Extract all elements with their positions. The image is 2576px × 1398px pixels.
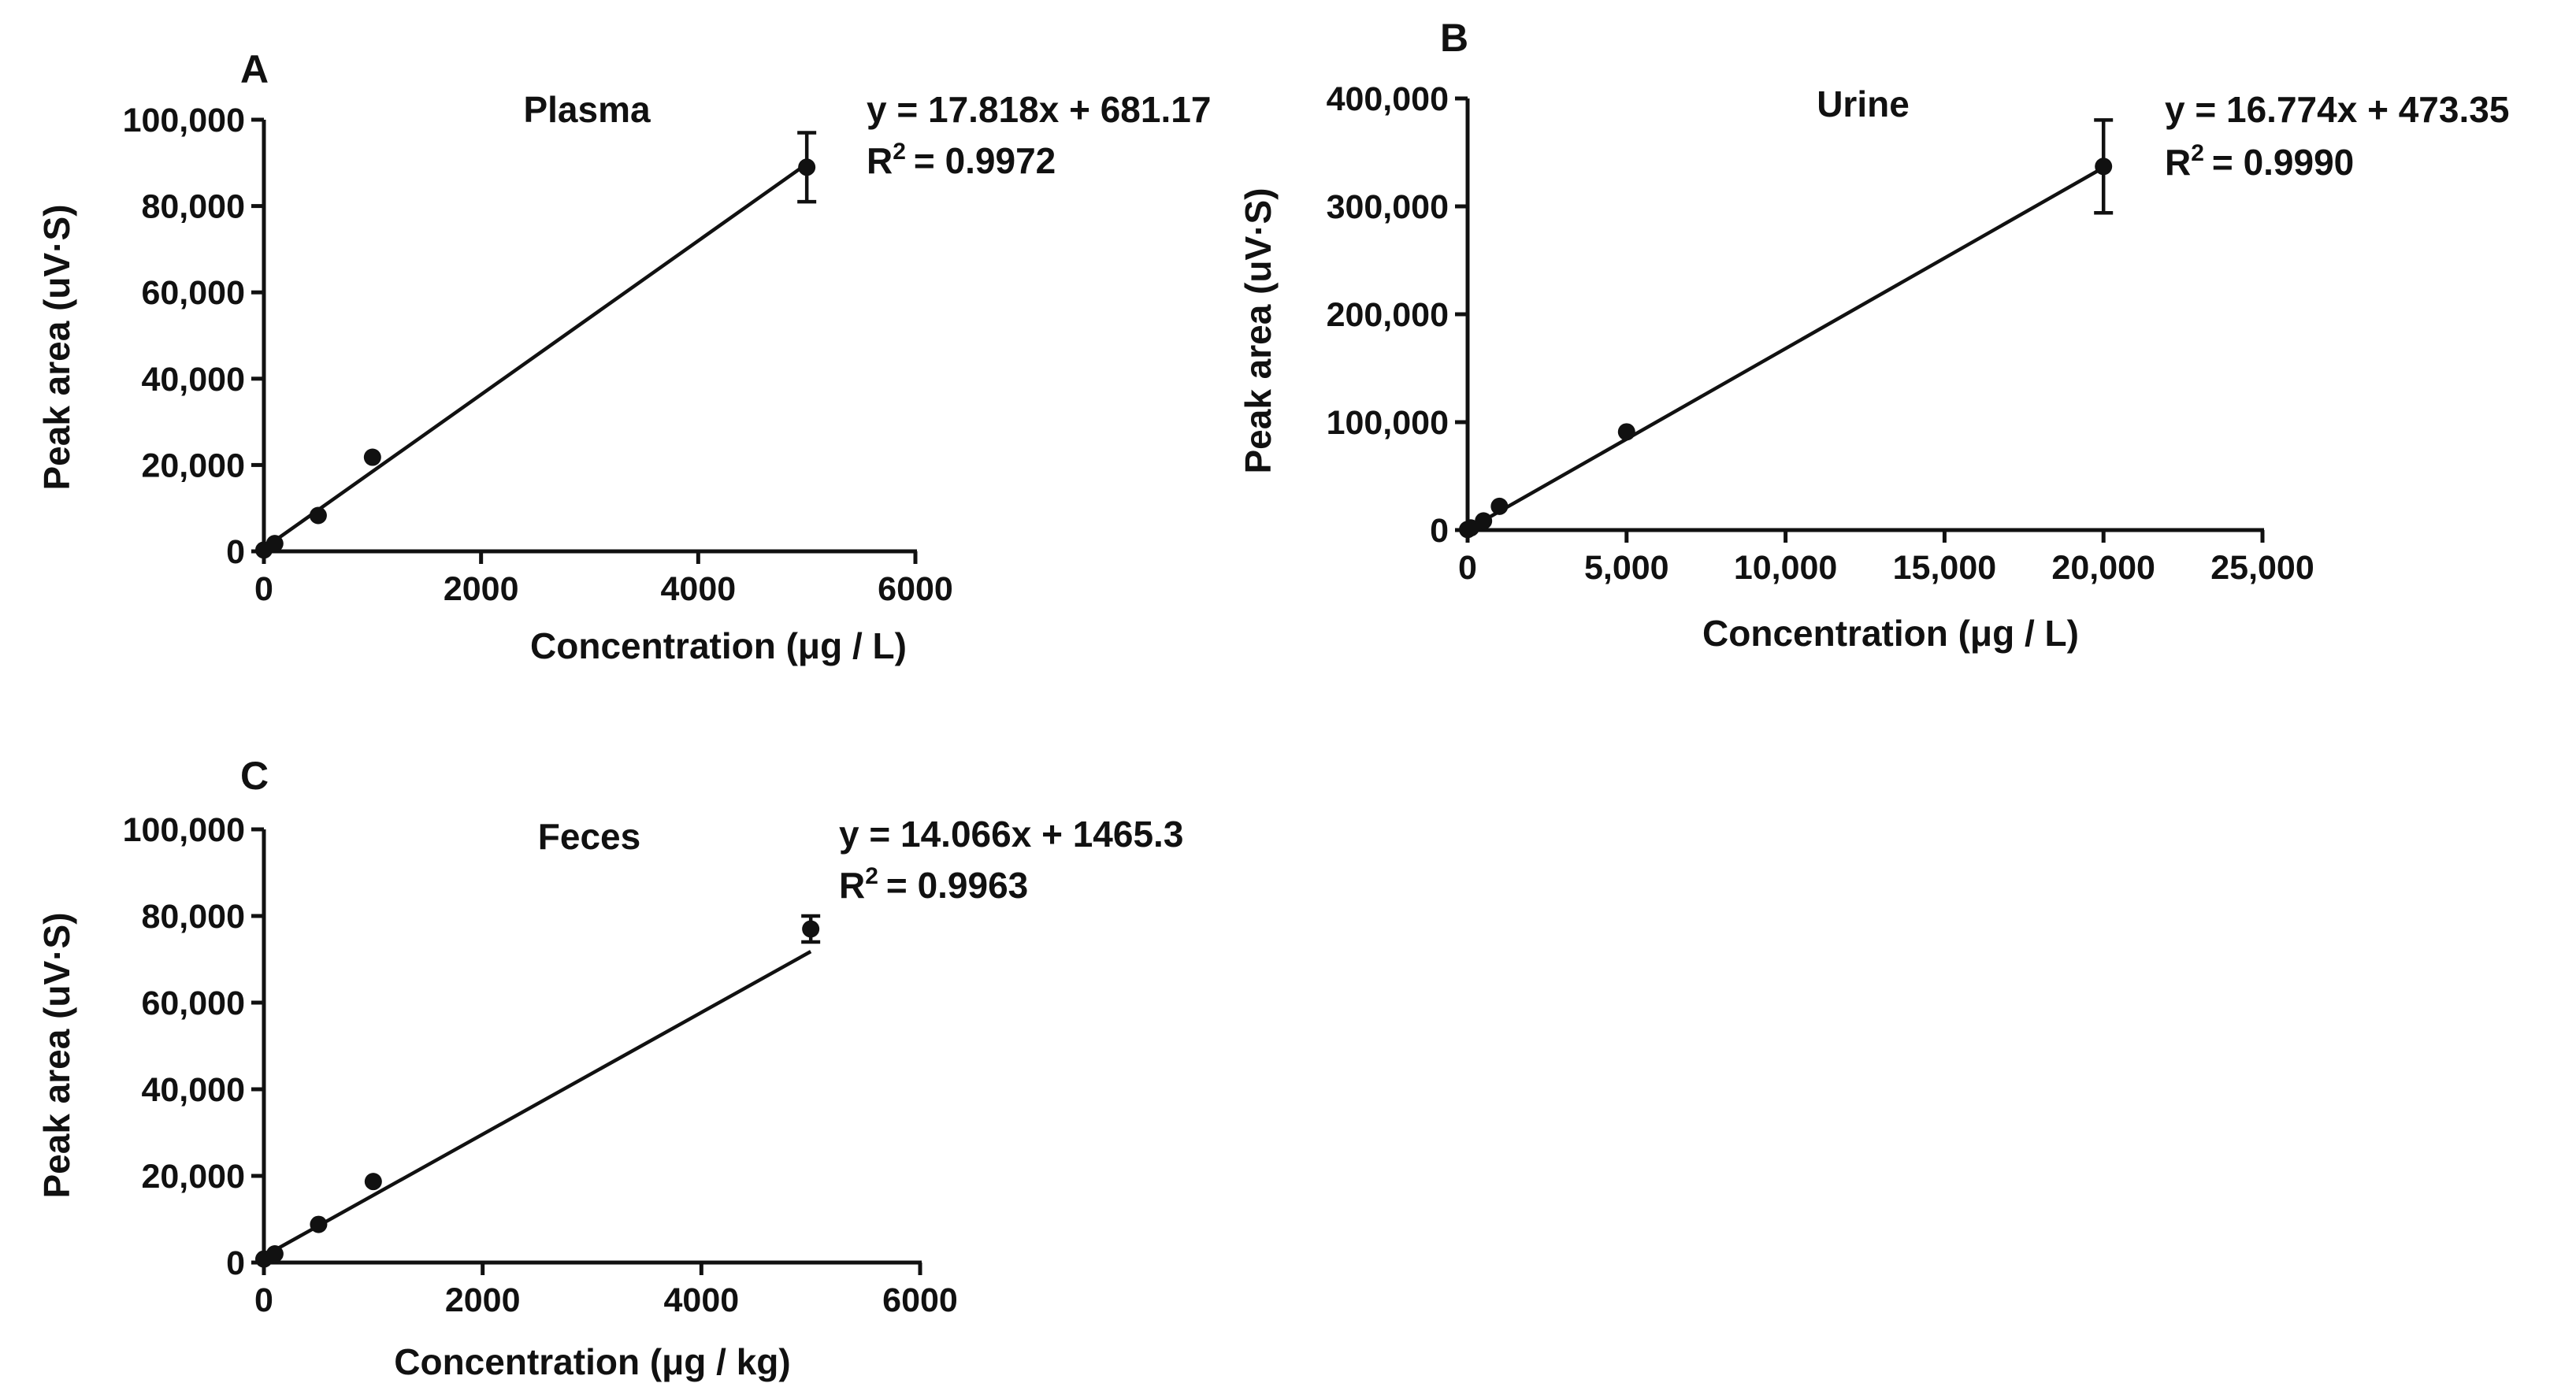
regression-equation: y = 14.066x + 1465.3 (839, 814, 1183, 855)
y-tick-label: 40,000 (141, 361, 245, 399)
y-tick-label: 20,000 (141, 1158, 245, 1196)
y-tick-label: 0 (226, 533, 245, 571)
chart-title: Plasma (523, 89, 651, 130)
x-tick-label: 10,000 (1734, 549, 1838, 587)
regression-equation: y = 17.818x + 681.17 (867, 89, 1211, 130)
y-tick-label: 60,000 (141, 985, 245, 1022)
x-tick-label: 0 (254, 570, 273, 608)
x-tick-label: 4000 (663, 1281, 739, 1319)
y-axis-label: Peak area (uV·S) (1238, 187, 1279, 473)
panel-letter: C (240, 754, 269, 798)
y-tick-label: 0 (226, 1244, 245, 1282)
data-point (798, 158, 816, 176)
data-point (364, 1173, 382, 1191)
x-tick-label: 6000 (878, 570, 953, 608)
x-tick-label: 2000 (445, 1281, 521, 1319)
data-point (363, 448, 381, 466)
x-axis-label: Concentration (μg / kg) (394, 1341, 790, 1382)
regression-line (262, 162, 808, 551)
panel-plasma: A Plasma y = 17.818x + 681.17 R2 = 0.9972… (36, 47, 1211, 666)
panel-urine: B Urine y = 16.774x + 473.35 R2 = 0.9990 … (1238, 16, 2509, 654)
panel-letter: B (1440, 16, 1468, 60)
panel-letter: A (240, 47, 269, 91)
plot-area: 0 2000 4000 6000 0 20,000 40,000 60,000 80,000 10… (123, 811, 958, 1319)
data-point (1490, 497, 1509, 515)
r2-superscript: 2 (865, 863, 878, 889)
r2-symbol: R (2165, 142, 2191, 183)
r-squared: R2 = 0.9963 (839, 863, 1028, 906)
panel-feces: C Feces y = 14.066x + 1465.3 R2 = 0.9963 … (36, 754, 1183, 1382)
y-tick-label: 100,000 (123, 102, 245, 139)
y-tick-label: 40,000 (141, 1071, 245, 1109)
r2-symbol: R (839, 865, 865, 906)
r-squared: R2 = 0.9990 (2165, 140, 2354, 183)
x-tick-label: 25,000 (2210, 549, 2314, 587)
chart-title: Urine (1817, 83, 1910, 124)
r2-superscript: 2 (2191, 140, 2204, 166)
data-point (1617, 423, 1635, 441)
y-axis-label: Peak area (uV·S) (36, 204, 77, 490)
regression-line (262, 950, 812, 1258)
y-tick-label: 20,000 (141, 447, 245, 484)
x-tick-label: 15,000 (1893, 549, 1997, 587)
y-tick-label: 100,000 (1327, 404, 1449, 442)
y-tick-label: 400,000 (1327, 80, 1449, 118)
data-point (265, 1245, 284, 1263)
y-tick-label: 300,000 (1327, 188, 1449, 226)
x-tick-label: 20,000 (2051, 549, 2155, 587)
y-tick-label: 0 (1430, 512, 1449, 550)
r2-symbol: R (867, 140, 893, 181)
x-axis-label: Concentration (μg / L) (530, 625, 907, 666)
chart-title: Feces (538, 816, 640, 857)
plot-area: 0 2000 4000 6000 0 20,000 40,000 60,000 80,000 10… (123, 102, 953, 608)
r2-superscript: 2 (893, 139, 906, 165)
x-axis-label: Concentration (μg / L) (1702, 613, 2079, 654)
plot-area: 0 5,000 10,000 15,000 20,000 25,000 0 100,000 20… (1327, 80, 2314, 587)
y-tick-label: 60,000 (141, 274, 245, 312)
data-point (2095, 158, 2113, 176)
x-tick-label: 0 (254, 1281, 273, 1319)
x-tick-label: 4000 (660, 570, 736, 608)
y-tick-label: 80,000 (141, 898, 245, 936)
data-point (1462, 519, 1480, 537)
y-tick-label: 100,000 (123, 811, 245, 849)
y-tick-label: 80,000 (141, 188, 245, 226)
r2-value: = 0.9990 (2212, 142, 2354, 183)
regression-line (1466, 165, 2105, 532)
data-point (310, 1215, 328, 1233)
x-tick-label: 6000 (882, 1281, 958, 1319)
r2-value: = 0.9963 (886, 865, 1028, 906)
r-squared: R2 = 0.9972 (867, 139, 1056, 181)
x-tick-label: 2000 (444, 570, 519, 608)
y-tick-label: 200,000 (1327, 296, 1449, 334)
data-point (309, 506, 327, 525)
x-tick-label: 0 (1458, 549, 1477, 587)
data-point (1475, 512, 1493, 530)
x-tick-label: 5,000 (1584, 549, 1669, 587)
data-point (802, 920, 820, 938)
y-axis-label: Peak area (uV·S) (36, 912, 77, 1198)
r2-value: = 0.9972 (914, 140, 1056, 181)
data-point (265, 535, 284, 553)
regression-equation: y = 16.774x + 473.35 (2165, 89, 2509, 130)
